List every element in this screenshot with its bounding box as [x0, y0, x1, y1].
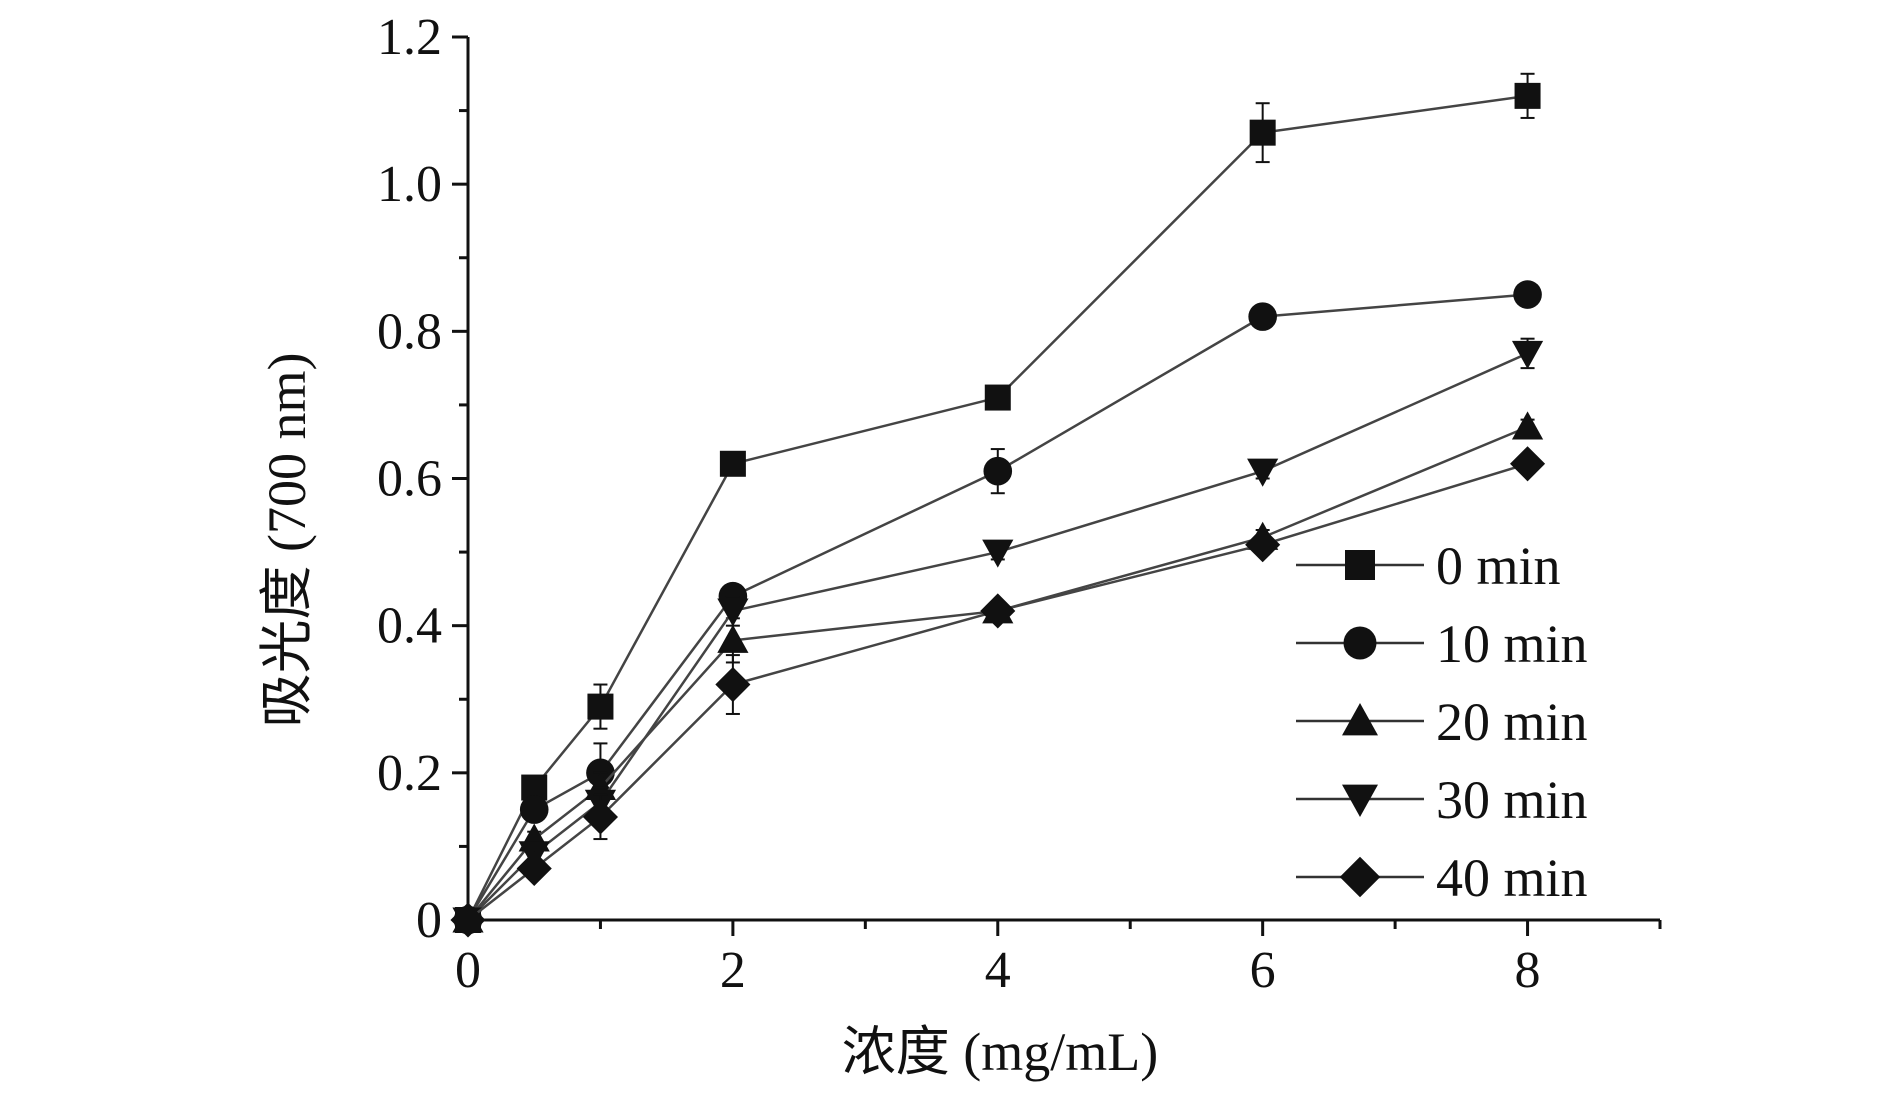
legend-item: 40 min [1296, 848, 1588, 908]
data-point [1245, 527, 1281, 563]
data-point [1510, 446, 1546, 482]
x-tick-label: 8 [1515, 942, 1541, 999]
series-line [467, 425, 1529, 921]
legend-label: 10 min [1436, 614, 1588, 674]
data-point [717, 598, 749, 627]
x-tick-label: 6 [1250, 942, 1276, 999]
y-tick-label: 1.0 [377, 156, 442, 213]
x-tick-label: 0 [455, 942, 481, 999]
legend: 0 min 10 min 20 min 30 min 40 min [1296, 536, 1588, 908]
data-point [587, 693, 614, 720]
legend-item: 10 min [1296, 614, 1588, 674]
y-tick-label: 0.6 [377, 451, 442, 508]
legend-label: 0 min [1436, 536, 1561, 596]
data-point [715, 666, 751, 703]
legend-label: 40 min [1436, 848, 1588, 908]
y-tick-label: 1.2 [377, 9, 442, 66]
series-layer [450, 72, 1546, 938]
legend-marker [1343, 626, 1377, 660]
legend-label: 20 min [1436, 692, 1588, 752]
data-point [450, 902, 486, 938]
y-axis-ticks: 0 0.2 0.4 0.6 0.8 1.0 1.2 [377, 9, 468, 949]
legend-marker [1342, 784, 1378, 817]
x-tick-label: 4 [985, 942, 1011, 999]
x-axis-ticks: 0 2 4 6 8 [455, 920, 1662, 999]
data-point [519, 795, 549, 824]
legend-label: 30 min [1436, 770, 1588, 830]
legend-item: 0 min [1296, 536, 1561, 596]
legend-item: 30 min [1296, 770, 1588, 830]
legend-marker [1342, 703, 1378, 736]
legend-marker [1339, 856, 1381, 898]
data-point [582, 799, 618, 835]
series-30-min [452, 337, 1544, 936]
x-axis-title: 浓度 (mg/mL) [842, 1022, 1158, 1082]
data-point [983, 456, 1013, 486]
legend-marker [1345, 550, 1375, 580]
data-point [980, 593, 1016, 629]
data-point [719, 450, 746, 477]
data-point [1513, 280, 1542, 309]
data-point [516, 850, 552, 887]
data-point [982, 539, 1014, 568]
y-axis-title: 吸光度 (700 nm) [257, 353, 317, 728]
legend-item: 20 min [1296, 692, 1588, 752]
series-line [467, 462, 1528, 921]
y-tick-label: 0 [416, 892, 442, 949]
data-point [1249, 119, 1276, 146]
y-tick-label: 0.4 [377, 598, 442, 655]
series-40-min [450, 446, 1546, 938]
data-point [1514, 82, 1541, 109]
data-point [984, 384, 1011, 411]
data-point [1247, 458, 1279, 487]
data-point [1248, 302, 1277, 331]
data-point [1511, 340, 1544, 370]
data-point [717, 624, 749, 653]
series-0-min [455, 72, 1541, 933]
y-tick-label: 0.8 [377, 303, 442, 360]
data-point [1511, 411, 1544, 440]
y-tick-label: 0.2 [377, 745, 442, 802]
x-tick-label: 2 [720, 942, 746, 999]
